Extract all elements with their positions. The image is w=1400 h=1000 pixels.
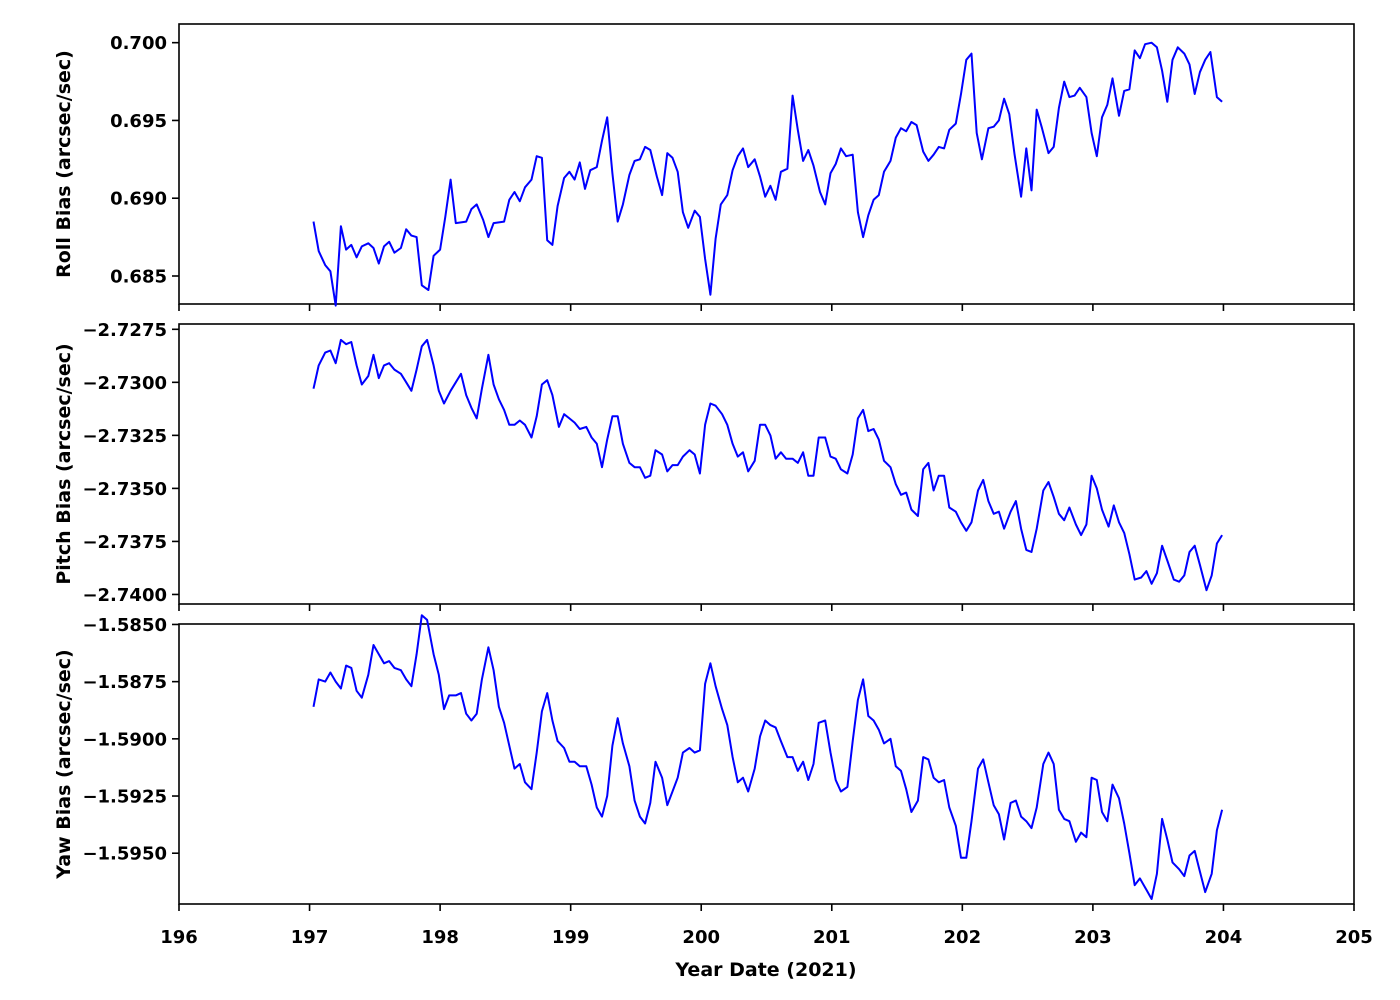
yaw-y-tick-label: −1.5925 (82, 787, 167, 808)
pitch-y-tick-label: −2.7275 (82, 320, 167, 341)
x-tick-labels: 196 197 198 199 200 201 202 203 204 205 (160, 927, 1373, 948)
pitch-plot-frame (178, 323, 1355, 605)
yaw-y-tick-label: −1.5900 (82, 729, 167, 750)
pitch-y-tick-label: −2.7350 (82, 479, 167, 500)
pitch-y-tick-label: −2.7375 (82, 532, 167, 553)
roll-y-tick-label: 0.695 (110, 111, 167, 132)
pitch-y-tick-label: −2.7300 (82, 373, 167, 394)
roll-y-tick-label: 0.700 (110, 33, 167, 54)
pitch-bias-axis-label: Pitch Bias (arcsec/sec) (53, 343, 75, 584)
x-tick-label: 197 (291, 927, 329, 948)
pitch-y-tick-label: −2.7325 (82, 426, 167, 447)
roll-y-tick-label: 0.690 (110, 189, 167, 210)
roll-bias-axis-label: Roll Bias (arcsec/sec) (53, 50, 75, 278)
x-axis-label: Year Date (2021) (674, 959, 856, 981)
yaw-y-tick-label: −1.5850 (82, 615, 167, 636)
yaw-plot-frame (178, 623, 1355, 905)
x-tick-label: 200 (682, 927, 720, 948)
yaw-bias-series-line (312, 614, 1224, 900)
x-tick-label: 203 (1074, 927, 1112, 948)
x-tick-label: 199 (552, 927, 590, 948)
x-tick-label: 202 (944, 927, 982, 948)
yaw-y-tick-label: −1.5950 (82, 844, 167, 865)
roll-plot-frame (178, 23, 1355, 305)
x-tick-label: 196 (160, 927, 198, 948)
roll-bias-panel: Roll Bias (arcsec/sec) 0.685 0.690 0.695 0.… (53, 23, 1355, 311)
roll-y-tick-label: 0.685 (110, 267, 167, 288)
pitch-y-tick-label: −2.7400 (82, 585, 167, 606)
x-tick-label: 198 (421, 927, 459, 948)
pitch-bias-series-line (312, 338, 1223, 592)
yaw-bias-panel: Yaw Bias (arcsec/sec) −1.5950 −1.5925 −1.5… (53, 614, 1355, 911)
roll-bias-series-line (312, 41, 1223, 307)
x-tick-label: 205 (1335, 927, 1373, 948)
x-tick-label: 201 (813, 927, 851, 948)
x-tick-label: 204 (1205, 927, 1243, 948)
yaw-bias-axis-label: Yaw Bias (arcsec/sec) (53, 649, 75, 879)
yaw-y-tick-label: −1.5875 (82, 672, 167, 693)
pitch-bias-panel: Pitch Bias (arcsec/sec) −2.7400 −2.7375 −2… (53, 320, 1355, 611)
